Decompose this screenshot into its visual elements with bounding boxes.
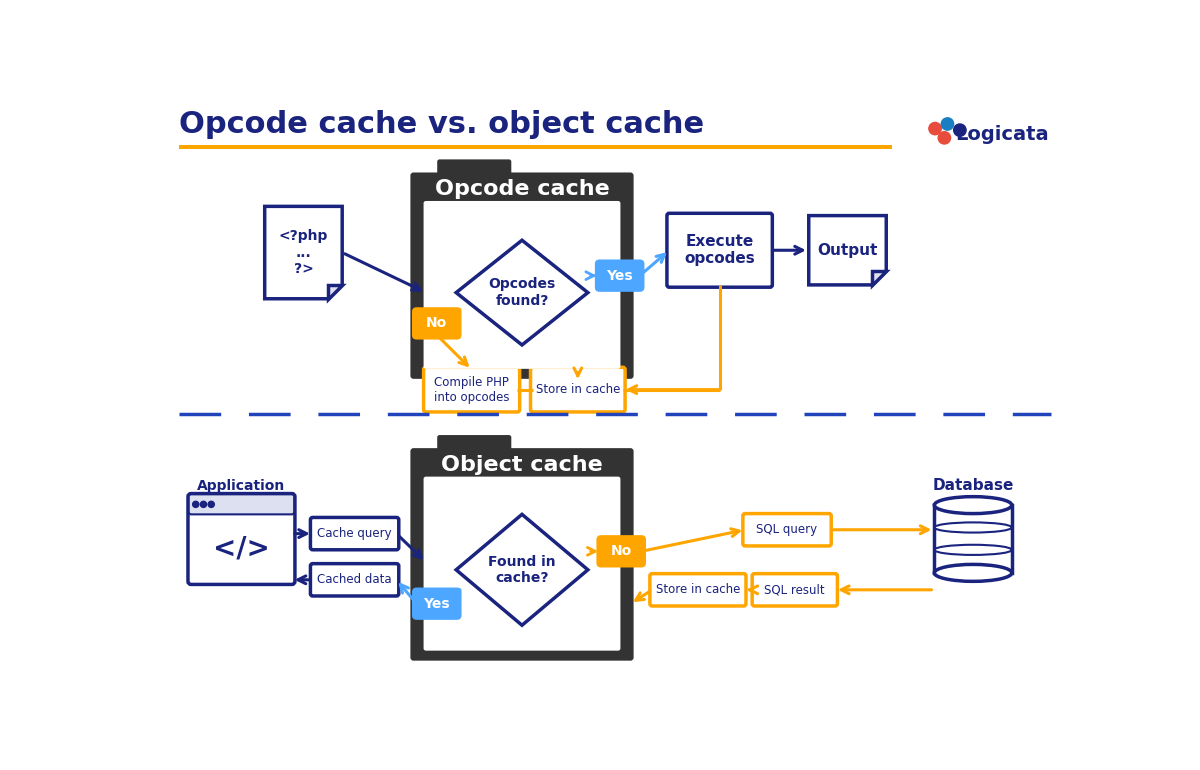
Text: Yes: Yes xyxy=(606,269,632,283)
FancyBboxPatch shape xyxy=(596,535,646,567)
FancyBboxPatch shape xyxy=(311,564,398,596)
Text: Cached data: Cached data xyxy=(317,574,392,586)
FancyBboxPatch shape xyxy=(424,367,520,412)
Ellipse shape xyxy=(935,497,1012,514)
Text: Store in cache: Store in cache xyxy=(655,584,740,596)
Text: Application: Application xyxy=(197,479,286,493)
Text: Logicata: Logicata xyxy=(955,126,1049,144)
FancyBboxPatch shape xyxy=(412,307,462,340)
Text: No: No xyxy=(426,316,448,330)
Text: SQL result: SQL result xyxy=(764,584,826,596)
Text: SQL query: SQL query xyxy=(756,524,817,536)
Polygon shape xyxy=(265,206,342,299)
Text: Database: Database xyxy=(932,478,1014,494)
Circle shape xyxy=(208,501,215,507)
FancyBboxPatch shape xyxy=(650,574,746,606)
FancyBboxPatch shape xyxy=(935,505,1012,573)
FancyBboxPatch shape xyxy=(424,477,620,651)
Polygon shape xyxy=(872,271,887,285)
Polygon shape xyxy=(456,514,588,625)
FancyBboxPatch shape xyxy=(667,213,773,287)
Text: Execute
opcodes: Execute opcodes xyxy=(684,234,755,266)
Ellipse shape xyxy=(935,522,1012,533)
Text: Object cache: Object cache xyxy=(442,455,602,475)
Ellipse shape xyxy=(935,564,1012,581)
Text: Found in
cache?: Found in cache? xyxy=(488,554,556,585)
Polygon shape xyxy=(809,216,887,285)
Polygon shape xyxy=(456,240,588,345)
Text: Cache query: Cache query xyxy=(317,527,392,540)
FancyBboxPatch shape xyxy=(595,259,644,292)
Circle shape xyxy=(941,118,954,130)
FancyBboxPatch shape xyxy=(188,494,295,584)
FancyBboxPatch shape xyxy=(530,367,625,412)
Circle shape xyxy=(929,122,941,135)
Text: Store in cache: Store in cache xyxy=(535,383,620,396)
FancyBboxPatch shape xyxy=(188,494,294,514)
FancyBboxPatch shape xyxy=(410,448,634,661)
Text: Opcodes
found?: Opcodes found? xyxy=(488,277,556,308)
Text: No: No xyxy=(611,544,632,558)
Ellipse shape xyxy=(935,544,1012,555)
Text: Opcode cache: Opcode cache xyxy=(434,179,610,199)
FancyBboxPatch shape xyxy=(410,172,634,379)
Text: Yes: Yes xyxy=(424,597,450,611)
FancyBboxPatch shape xyxy=(412,588,462,620)
FancyBboxPatch shape xyxy=(311,517,398,550)
Text: Opcode cache vs. object cache: Opcode cache vs. object cache xyxy=(180,110,704,139)
FancyBboxPatch shape xyxy=(743,514,832,546)
Text: <?php
...
?>: <?php ... ?> xyxy=(278,229,328,276)
FancyBboxPatch shape xyxy=(437,159,511,181)
FancyBboxPatch shape xyxy=(752,574,838,606)
FancyBboxPatch shape xyxy=(424,201,620,369)
Polygon shape xyxy=(329,285,342,299)
FancyBboxPatch shape xyxy=(437,435,511,457)
Text: Compile PHP
into opcodes: Compile PHP into opcodes xyxy=(434,376,509,403)
Circle shape xyxy=(200,501,206,507)
Circle shape xyxy=(954,124,966,136)
Text: </>: </> xyxy=(214,534,270,562)
Circle shape xyxy=(938,132,950,144)
Text: Output: Output xyxy=(817,243,877,258)
FancyBboxPatch shape xyxy=(180,145,893,149)
Circle shape xyxy=(193,501,199,507)
